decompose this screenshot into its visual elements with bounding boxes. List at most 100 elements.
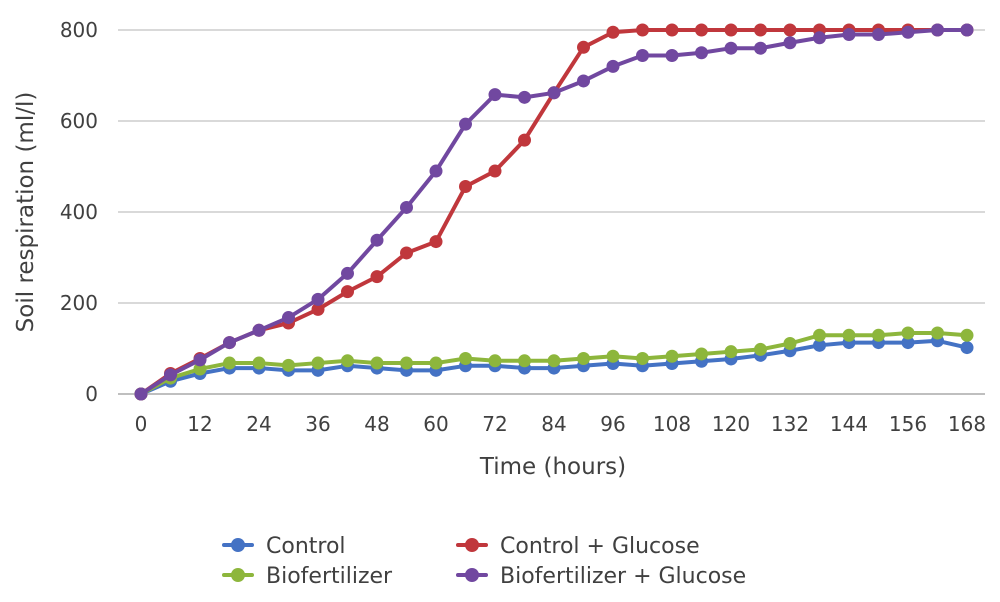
data-point-biofertilizer [282, 358, 295, 372]
data-point-biofertilizer [901, 326, 915, 340]
x-tick-label: 168 [948, 412, 986, 436]
data-point-biofertilizer-glucose [311, 292, 325, 306]
data-point-control-glucose [636, 23, 649, 37]
data-point-biofertilizer-glucose [636, 48, 649, 62]
legend: Control Biofertilizer Control + Glucose Bio… [222, 534, 746, 589]
data-point-biofertilizer [400, 356, 413, 370]
axes: 0 200 400 600 800 0 12 24 36 48 60 72 84 96 108 120 132 1… [60, 18, 986, 436]
data-point-control [901, 336, 915, 350]
data-point-biofertilizer-glucose [901, 25, 915, 39]
data-point-biofertilizer-glucose [429, 164, 443, 178]
legend-label: Biofertilizer + Glucose [500, 564, 746, 589]
data-point-biofertilizer-glucose [872, 28, 885, 42]
data-point-biofertilizer-glucose [665, 48, 679, 62]
data-point-control-glucose [518, 133, 531, 147]
data-point-control [960, 341, 974, 355]
data-point-biofertilizer-glucose [134, 387, 148, 401]
data-point-control-glucose [341, 285, 354, 299]
data-point-control-glucose [695, 23, 708, 37]
x-tick-label: 96 [600, 412, 625, 436]
y-tick-label: 400 [60, 200, 98, 224]
data-point-biofertilizer-glucose [783, 36, 797, 50]
data-point-biofertilizer [547, 354, 561, 368]
y-tick-label: 0 [85, 382, 98, 406]
data-point-biofertilizer [488, 354, 502, 368]
x-tick-label: 84 [541, 412, 566, 436]
x-tick-label: 12 [187, 412, 212, 436]
y-axis-title: Soil respiration (ml/l) [13, 92, 39, 333]
data-point-biofertilizer [193, 362, 207, 376]
data-point-control [813, 338, 826, 352]
data-point-biofertilizer-glucose [960, 23, 974, 37]
legend-label: Biofertilizer [266, 564, 393, 589]
x-tick-label: 0 [135, 412, 148, 436]
data-point-biofertilizer-glucose [459, 117, 472, 131]
data-point-control-glucose [783, 23, 797, 37]
data-point-biofertilizer [695, 347, 708, 361]
series-biofertilizer-glucose [134, 23, 974, 401]
legend-label: Control + Glucose [500, 534, 700, 559]
data-point-biofertilizer [429, 356, 443, 370]
series-group [134, 23, 974, 401]
data-point-control-glucose [459, 180, 472, 194]
data-point-biofertilizer-glucose [252, 323, 266, 337]
data-point-control-glucose [724, 23, 738, 37]
legend-item-control: Control [222, 534, 346, 559]
data-point-biofertilizer-glucose [400, 200, 413, 214]
legend-item-biofertilizer: Biofertilizer [222, 564, 393, 589]
data-point-biofertilizer-glucose [341, 266, 354, 280]
legend-swatch-marker [465, 538, 479, 552]
data-point-biofertilizer-glucose [370, 233, 384, 247]
y-tick-label: 600 [60, 109, 98, 133]
data-point-biofertilizer [665, 349, 679, 363]
data-point-biofertilizer [960, 328, 974, 342]
data-point-biofertilizer-glucose [518, 90, 531, 104]
data-point-control-glucose [370, 270, 384, 284]
y-tick-label: 800 [60, 18, 98, 42]
data-point-biofertilizer [754, 342, 767, 356]
data-point-biofertilizer-glucose [724, 41, 738, 55]
data-point-biofertilizer [813, 328, 826, 342]
data-point-biofertilizer [606, 349, 620, 363]
data-point-biofertilizer [636, 352, 649, 366]
data-point-biofertilizer [931, 326, 944, 340]
data-point-control-glucose [754, 23, 767, 37]
data-point-biofertilizer [370, 356, 384, 370]
data-point-biofertilizer-glucose [164, 368, 177, 382]
data-point-biofertilizer-glucose [842, 28, 856, 42]
data-point-biofertilizer [518, 354, 531, 368]
data-point-biofertilizer-glucose [606, 59, 620, 73]
x-axis-title: Time (hours) [479, 454, 626, 480]
data-point-biofertilizer [872, 328, 885, 342]
data-point-control-glucose [665, 23, 679, 37]
legend-label: Control [266, 534, 346, 559]
x-tick-label: 36 [305, 412, 330, 436]
data-point-biofertilizer-glucose [282, 311, 295, 325]
x-tick-label: 108 [653, 412, 691, 436]
data-point-biofertilizer [311, 356, 325, 370]
x-tick-label: 72 [482, 412, 507, 436]
x-tick-label: 24 [246, 412, 271, 436]
legend-item-control-glucose: Control + Glucose [456, 534, 700, 559]
data-point-biofertilizer-glucose [931, 23, 944, 37]
grid-lines [118, 29, 985, 395]
data-point-biofertilizer [459, 352, 472, 366]
data-point-biofertilizer-glucose [193, 353, 207, 367]
x-tick-label: 48 [364, 412, 389, 436]
legend-swatch-marker [231, 568, 245, 582]
data-point-biofertilizer [842, 328, 856, 342]
x-tick-label: 144 [830, 412, 868, 436]
x-tick-label: 120 [712, 412, 750, 436]
x-tick-label: 156 [889, 412, 927, 436]
legend-item-biofertilizer-glucose: Biofertilizer + Glucose [456, 564, 746, 589]
data-point-control-glucose [606, 25, 620, 39]
series-biofertilizer [134, 326, 974, 401]
data-point-biofertilizer [783, 336, 797, 350]
data-point-biofertilizer [341, 354, 354, 368]
y-tick-label: 200 [60, 291, 98, 315]
data-point-control-glucose [488, 164, 502, 178]
legend-swatch-marker [231, 538, 245, 552]
data-point-control-glucose [311, 302, 325, 316]
data-point-biofertilizer [724, 345, 738, 359]
